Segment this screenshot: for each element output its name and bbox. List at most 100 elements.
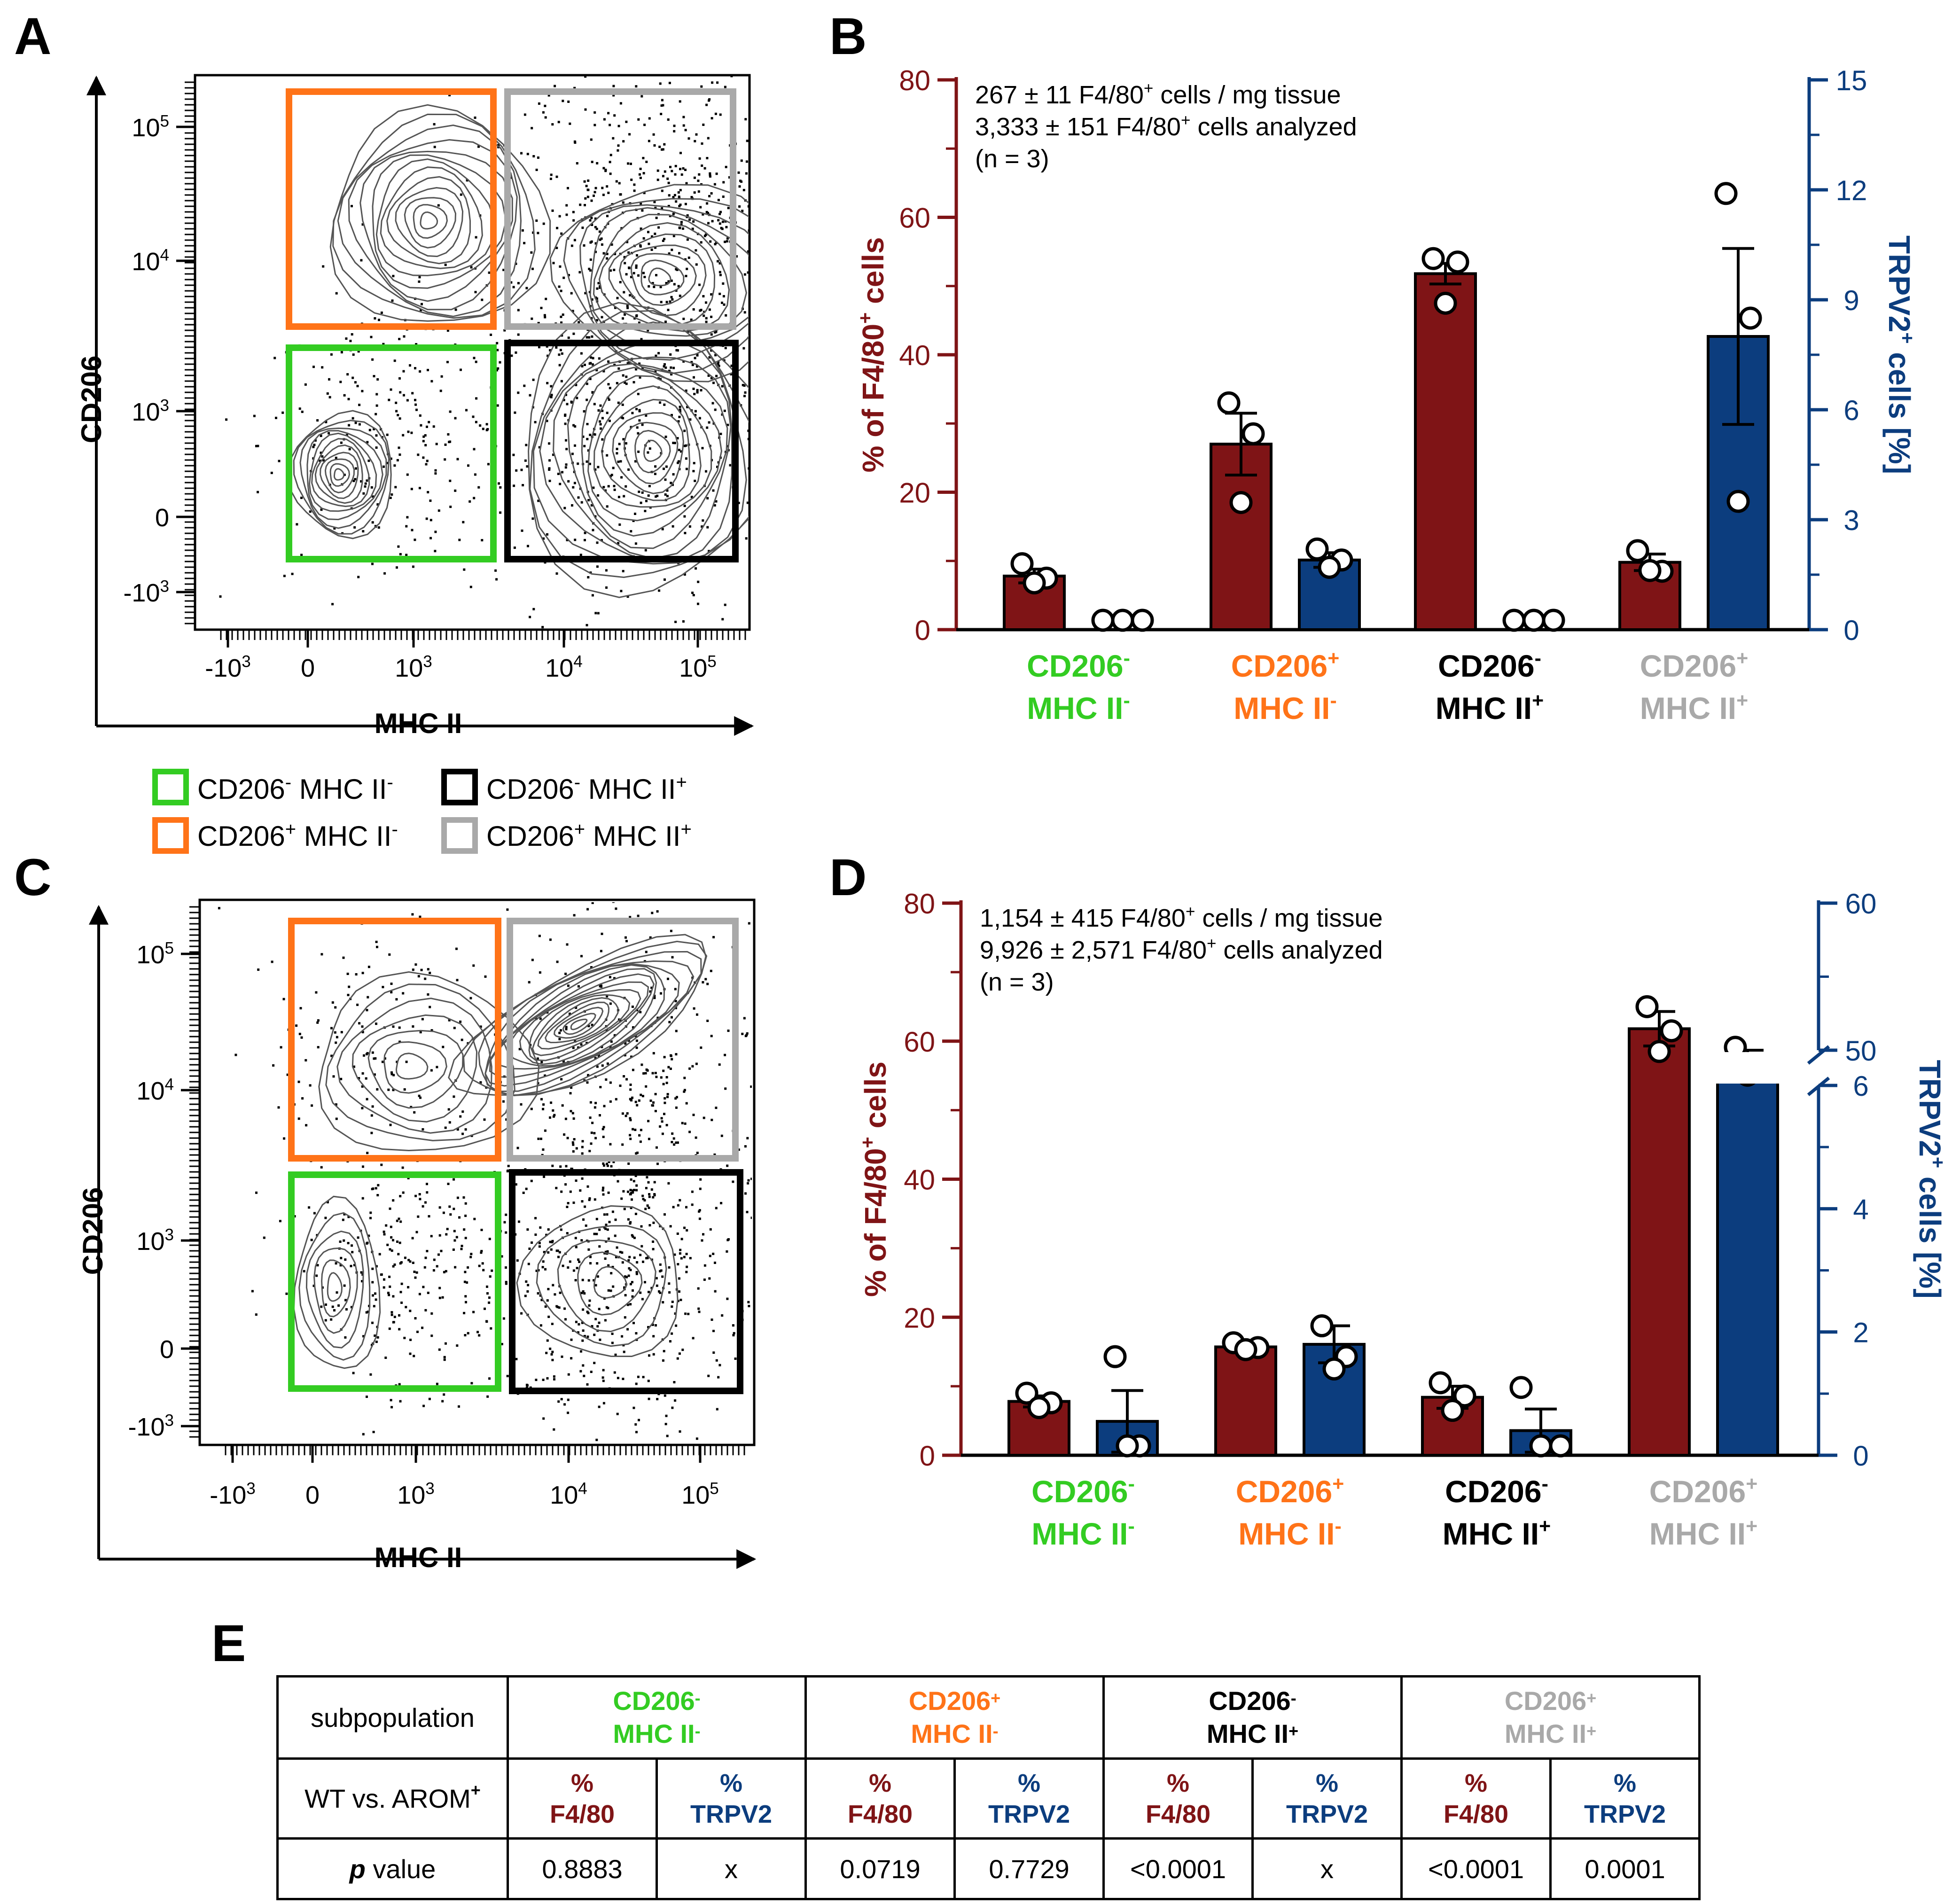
flow-dot-a bbox=[454, 489, 457, 492]
flow-dot-a bbox=[709, 174, 711, 177]
flow-dot-a bbox=[632, 520, 635, 522]
flow-dot-a bbox=[549, 349, 552, 351]
flow-dot-a bbox=[730, 364, 733, 367]
flow-dot-c bbox=[398, 1314, 400, 1317]
contour-line-c bbox=[305, 1230, 364, 1349]
flow-dot-a bbox=[496, 369, 498, 372]
flow-dot-c bbox=[589, 1256, 592, 1258]
flow-dot-a bbox=[562, 313, 564, 316]
flow-dot-a bbox=[463, 568, 466, 571]
flow-dot-c bbox=[427, 1291, 429, 1294]
flow-dot-c bbox=[654, 888, 656, 890]
flow-dot-c bbox=[727, 1238, 730, 1241]
flow-dot-c bbox=[709, 1255, 711, 1257]
flow-dot-a bbox=[639, 177, 642, 179]
flow-dot-c bbox=[601, 1128, 604, 1131]
flow-dot-c bbox=[503, 1221, 506, 1224]
flow-dot-c bbox=[418, 1193, 421, 1195]
flow-dot-a bbox=[564, 466, 567, 469]
flow-dot-a bbox=[411, 392, 414, 395]
flow-dot-a bbox=[371, 521, 374, 524]
flow-dot-a bbox=[667, 280, 670, 283]
flow-dot-a bbox=[628, 266, 630, 269]
flow-dot-a bbox=[708, 99, 710, 102]
contour-line-c bbox=[478, 951, 702, 1096]
flow-dot-a bbox=[434, 472, 437, 475]
right-tick-label: 0 bbox=[1853, 1440, 1868, 1472]
flow-dot-a bbox=[714, 243, 717, 246]
flow-dot-a bbox=[548, 442, 551, 445]
flow-dot-c bbox=[392, 1265, 395, 1268]
flow-dot-a bbox=[557, 121, 560, 124]
flow-dot-a bbox=[703, 167, 706, 170]
flow-dot-a bbox=[560, 232, 563, 235]
flow-dot-a bbox=[640, 203, 642, 205]
flow-dot-a bbox=[685, 468, 688, 470]
flow-dot-c bbox=[601, 932, 603, 935]
flow-dot-c bbox=[399, 1291, 402, 1294]
flow-dot-a bbox=[529, 394, 531, 397]
flow-dot-a bbox=[298, 407, 301, 410]
flow-dot-a bbox=[255, 445, 258, 447]
flow-dot-c bbox=[750, 1217, 752, 1219]
flow-dot-c bbox=[458, 1216, 461, 1219]
flow-dot-c bbox=[526, 1228, 529, 1231]
contour-line-a bbox=[404, 197, 457, 249]
flow-dot-c bbox=[590, 966, 593, 968]
flow-dot-a bbox=[398, 446, 400, 449]
flow-dot-a bbox=[582, 435, 585, 438]
x-axis-label-c: MHC II bbox=[375, 1542, 462, 1573]
flow-dot-a bbox=[355, 467, 357, 470]
flow-dot-a bbox=[779, 187, 781, 189]
flow-dot-c bbox=[559, 1291, 562, 1294]
flow-dot-a bbox=[670, 279, 673, 282]
flow-dot-a bbox=[640, 501, 642, 504]
flow-dot-c bbox=[646, 1069, 649, 1072]
flow-dot-c bbox=[413, 1111, 416, 1114]
flow-dot-a bbox=[747, 437, 749, 440]
flow-dot-a bbox=[695, 365, 698, 368]
flow-dot-a bbox=[522, 484, 524, 486]
flow-dot-c bbox=[520, 1103, 523, 1106]
gate-green-a bbox=[286, 344, 497, 562]
flow-dot-c bbox=[572, 1117, 575, 1120]
flow-dot-c bbox=[696, 1013, 698, 1016]
flow-dot-a bbox=[811, 354, 813, 357]
contour-line-c bbox=[553, 1007, 604, 1039]
flow-dot-a bbox=[719, 273, 722, 276]
flow-dot-c bbox=[666, 1435, 669, 1437]
flow-dot-c bbox=[651, 809, 653, 811]
flow-dot-c bbox=[516, 1259, 519, 1262]
flow-dot-c bbox=[662, 1301, 664, 1303]
flow-dot-c bbox=[563, 1403, 566, 1406]
flow-dot-c bbox=[630, 1207, 632, 1210]
flow-dot-c bbox=[611, 1342, 614, 1344]
flow-dot-c bbox=[534, 1233, 537, 1236]
flow-dot-c bbox=[606, 995, 609, 998]
flow-dot-c bbox=[500, 1342, 503, 1345]
table-header-group-4: CD206+ MHC II+ bbox=[1400, 1675, 1701, 1760]
flow-dot-c bbox=[527, 1284, 530, 1287]
flow-dot-c bbox=[428, 1215, 430, 1217]
flow-dot-a bbox=[640, 338, 643, 341]
flow-dot-a bbox=[418, 487, 421, 490]
flow-dot-a bbox=[555, 346, 558, 349]
flow-dot-a bbox=[330, 353, 333, 356]
data-point bbox=[1027, 1396, 1051, 1420]
data-point bbox=[1726, 490, 1750, 513]
flow-dot-a bbox=[703, 48, 705, 50]
flow-dot-c bbox=[671, 1132, 674, 1135]
flow-dot-a bbox=[638, 362, 641, 365]
flow-dot-a bbox=[723, 303, 726, 306]
flow-dot-c bbox=[320, 1305, 323, 1308]
flow-dot-a bbox=[335, 292, 338, 295]
flow-dot-a bbox=[415, 343, 418, 346]
flow-dot-c bbox=[623, 1286, 626, 1289]
flow-dot-a bbox=[602, 252, 605, 255]
flow-dot-c bbox=[590, 1131, 593, 1134]
chart-annotation-line: 9,926 ± 2,571 F4/80+ cells analyzed bbox=[980, 934, 1383, 964]
x-tick-label-a: -103 bbox=[205, 652, 251, 682]
flow-dot-c bbox=[664, 1394, 666, 1397]
flow-dot-c bbox=[367, 1311, 369, 1313]
flow-dot-a bbox=[566, 403, 569, 406]
